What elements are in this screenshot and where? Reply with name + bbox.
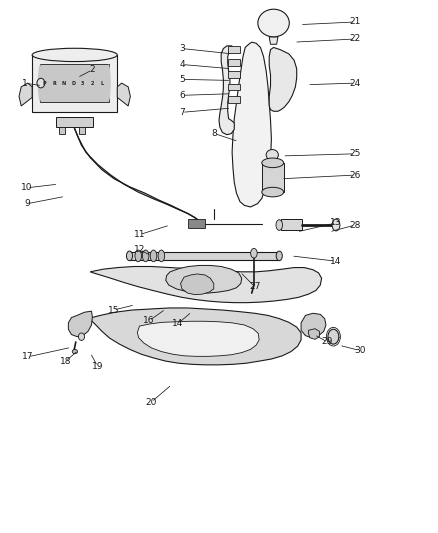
Ellipse shape [262, 158, 284, 167]
Ellipse shape [276, 251, 283, 261]
Ellipse shape [127, 251, 133, 261]
Text: P: P [42, 80, 46, 86]
Text: 2: 2 [91, 80, 94, 86]
Polygon shape [117, 83, 131, 106]
Polygon shape [219, 46, 234, 135]
Ellipse shape [262, 187, 284, 197]
Polygon shape [228, 46, 240, 53]
Ellipse shape [276, 220, 283, 230]
Polygon shape [269, 37, 278, 44]
Polygon shape [59, 127, 65, 134]
Text: 3: 3 [81, 80, 85, 86]
Ellipse shape [251, 248, 257, 258]
Polygon shape [19, 83, 32, 106]
Text: L: L [100, 80, 103, 86]
Text: 7: 7 [179, 108, 185, 117]
Ellipse shape [38, 64, 42, 102]
Text: 18: 18 [60, 357, 71, 366]
Text: 14: 14 [330, 257, 342, 265]
Polygon shape [262, 163, 284, 192]
Polygon shape [281, 219, 302, 230]
Ellipse shape [32, 49, 117, 62]
Text: 9: 9 [24, 199, 30, 208]
Polygon shape [40, 64, 109, 102]
Text: 8: 8 [212, 129, 218, 138]
Text: 3: 3 [179, 44, 185, 53]
Ellipse shape [150, 250, 157, 262]
Ellipse shape [135, 250, 141, 262]
Ellipse shape [72, 350, 78, 354]
Text: 26: 26 [350, 171, 361, 180]
Ellipse shape [78, 333, 85, 341]
Text: 5: 5 [179, 75, 185, 84]
Polygon shape [228, 84, 240, 90]
Polygon shape [138, 321, 259, 357]
Polygon shape [232, 42, 272, 207]
Ellipse shape [142, 250, 149, 262]
Text: 15: 15 [108, 305, 119, 314]
Polygon shape [269, 47, 297, 111]
Text: 11: 11 [134, 230, 145, 239]
Polygon shape [130, 252, 279, 260]
Text: 25: 25 [350, 149, 361, 158]
Text: 29: 29 [321, 337, 333, 346]
Polygon shape [79, 127, 85, 134]
Polygon shape [88, 308, 301, 365]
Polygon shape [228, 71, 240, 78]
Polygon shape [166, 265, 242, 293]
Text: 14: 14 [172, 319, 183, 328]
Text: 10: 10 [21, 183, 33, 192]
Text: 22: 22 [350, 35, 361, 44]
Text: 12: 12 [134, 245, 145, 254]
Ellipse shape [106, 64, 111, 102]
Text: 16: 16 [143, 316, 155, 325]
Ellipse shape [258, 9, 289, 37]
Polygon shape [301, 313, 326, 338]
Text: 1: 1 [22, 78, 28, 87]
Ellipse shape [37, 78, 45, 88]
Polygon shape [187, 219, 205, 228]
Text: 6: 6 [179, 91, 185, 100]
Ellipse shape [158, 250, 165, 262]
Text: 13: 13 [330, 219, 342, 228]
Ellipse shape [332, 219, 340, 231]
Text: N: N [61, 80, 66, 86]
Text: D: D [71, 80, 75, 86]
Text: 30: 30 [354, 346, 365, 355]
Text: 27: 27 [249, 282, 261, 291]
Polygon shape [180, 274, 214, 295]
Text: R: R [52, 80, 56, 86]
Polygon shape [90, 266, 321, 303]
Text: 28: 28 [350, 221, 361, 230]
Text: 19: 19 [92, 362, 103, 371]
Ellipse shape [328, 329, 339, 344]
Polygon shape [32, 55, 117, 112]
Ellipse shape [266, 150, 279, 160]
Text: 2: 2 [89, 66, 95, 74]
Text: 20: 20 [146, 398, 157, 407]
Text: 24: 24 [350, 78, 361, 87]
Polygon shape [68, 311, 92, 337]
Text: 21: 21 [350, 18, 361, 27]
Text: 17: 17 [22, 352, 34, 361]
Polygon shape [308, 329, 319, 340]
Text: 4: 4 [179, 60, 185, 69]
Polygon shape [56, 117, 93, 127]
Polygon shape [228, 59, 240, 66]
Polygon shape [228, 96, 240, 103]
